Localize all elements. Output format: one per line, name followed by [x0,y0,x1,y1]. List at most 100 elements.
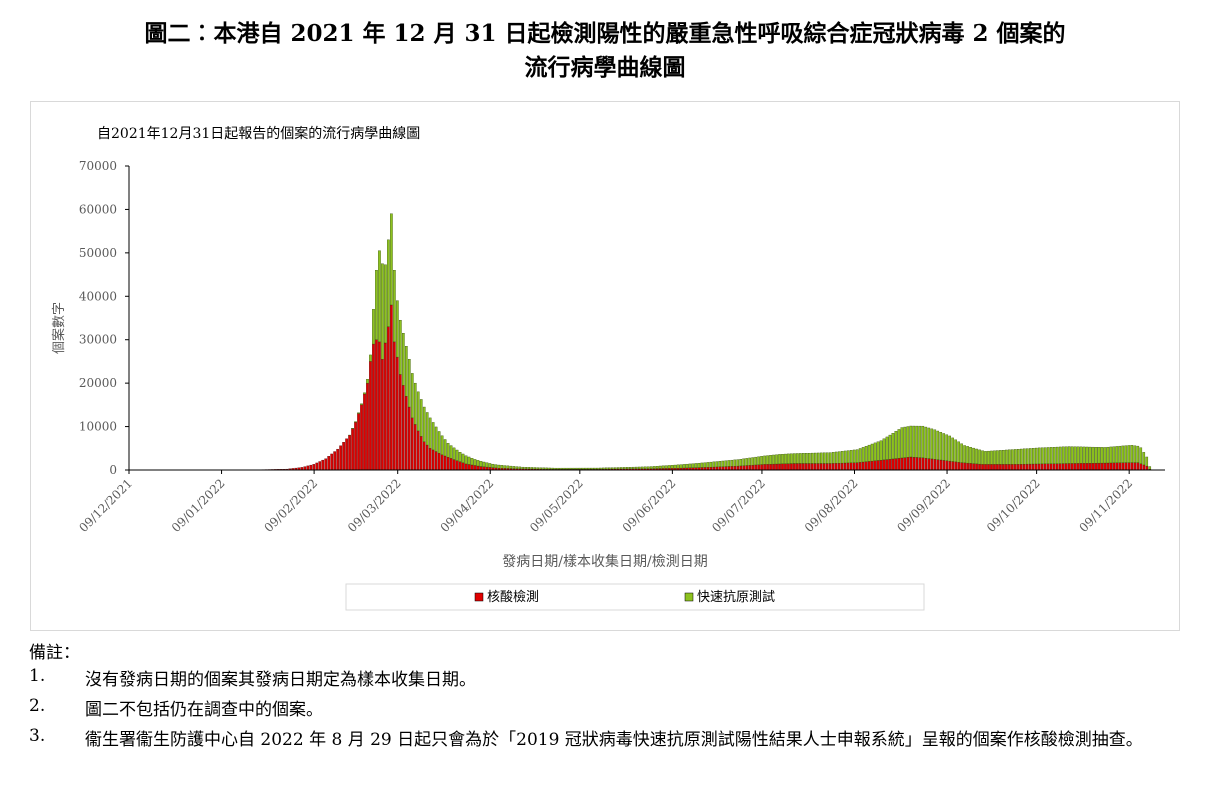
bar-rat [1109,446,1113,464]
bar-rat [817,452,820,464]
bar-pcr [1091,463,1095,471]
bar-rat [999,450,1002,465]
bar-rat [793,453,796,464]
bars-group [196,213,1152,471]
bar-rat [1025,448,1029,465]
bar-pcr [969,463,972,471]
bar-pcr [852,462,856,471]
bar-rat [808,452,811,464]
bar-rat [778,454,781,465]
bar-pcr [446,457,450,471]
bar-rat [921,425,925,459]
bar-pcr [390,304,393,471]
epidemic-curve-chart: 自2021年12月31日起報告的個案的流行病學曲線圖 個案數字 發病日期/樣本收… [52,125,1165,611]
bar-pcr [327,456,331,471]
bar-rat [488,463,492,468]
y-tick-label: 50000 [79,246,117,260]
bar-pcr [419,436,423,471]
bar-rat [518,466,522,469]
bar-pcr [1133,462,1137,471]
bar-rat [1014,449,1017,465]
bar-pcr [458,461,462,471]
page-title-line-2: 流行病學曲線圖 [524,54,686,81]
bar-pcr [754,464,757,471]
bar-pcr [333,451,336,471]
bar-rat [470,458,474,466]
bar-pcr [742,465,746,471]
bar-rat [805,453,808,464]
notes-heading: 備註： [29,643,80,663]
bar-rat [912,425,916,458]
bar-pcr [479,466,483,471]
bar-pcr [1079,463,1083,471]
bar-pcr [476,465,480,471]
bar-pcr [1082,463,1086,471]
bar-rat [679,464,683,469]
bar-rat [422,406,426,442]
bar-rat [894,431,898,459]
bar-rat [721,460,725,467]
bar-rat [954,439,957,463]
bar-pcr [978,463,981,471]
bar-pcr [440,454,444,471]
bar-rat [360,403,363,406]
bar-rat [363,392,366,395]
bar-pcr [909,456,913,471]
bar-pcr [834,463,838,471]
bar-rat [1049,447,1053,464]
bar-rat [366,379,369,384]
bar-pcr [309,464,313,471]
bar-rat [1127,445,1131,463]
bar-pcr [1088,463,1092,471]
bar-rat [485,462,489,468]
bar-rat [966,446,969,464]
bar-rat [772,454,775,465]
bar-rat [434,426,438,452]
bar-rat [951,437,954,462]
bar-rat [410,373,414,419]
bar-rat [1002,449,1005,465]
y-tick-label: 0 [109,463,117,477]
bar-rat [727,460,731,467]
bar-rat [372,309,375,345]
bar-rat [1061,446,1065,464]
bar-pcr [1043,463,1047,471]
bar-rat [1008,449,1011,465]
bar-pcr [924,458,928,471]
bar-rat [425,412,429,446]
bar-pcr [345,438,348,471]
bar-pcr [321,459,325,471]
bar-rat [882,438,886,461]
bar-rat [384,264,387,344]
bar-rat [1011,449,1014,465]
bar-rat [1034,447,1038,465]
bar-pcr [760,464,763,471]
bar-pcr [799,463,802,471]
bar-rat [915,425,919,458]
bar-pcr [975,463,978,471]
x-tick-label: 09/09/2022 [894,476,953,535]
x-tick-label: 09/10/2022 [984,476,1043,535]
bar-rat [1130,445,1134,463]
bar-pcr [1136,462,1140,471]
bar-pcr [876,460,880,471]
bar-pcr [1028,463,1032,471]
bar-pcr [1085,463,1089,471]
y-tick-label: 70000 [79,159,117,173]
bar-pcr [987,464,990,471]
bar-pcr [339,445,342,471]
bar-pcr [811,463,814,471]
bar-rat [530,467,534,470]
bar-pcr [312,464,316,471]
bar-rat [1145,456,1149,467]
bar-rat [551,467,554,470]
bar-pcr [954,461,957,471]
bar-rat [482,461,486,467]
bar-pcr [1017,464,1020,471]
bar-rat [987,450,990,465]
bar-rat [897,429,901,459]
bar-rat [918,425,922,458]
bar-rat [709,461,713,468]
bar-pcr [404,395,408,471]
bar-pcr [843,462,847,471]
